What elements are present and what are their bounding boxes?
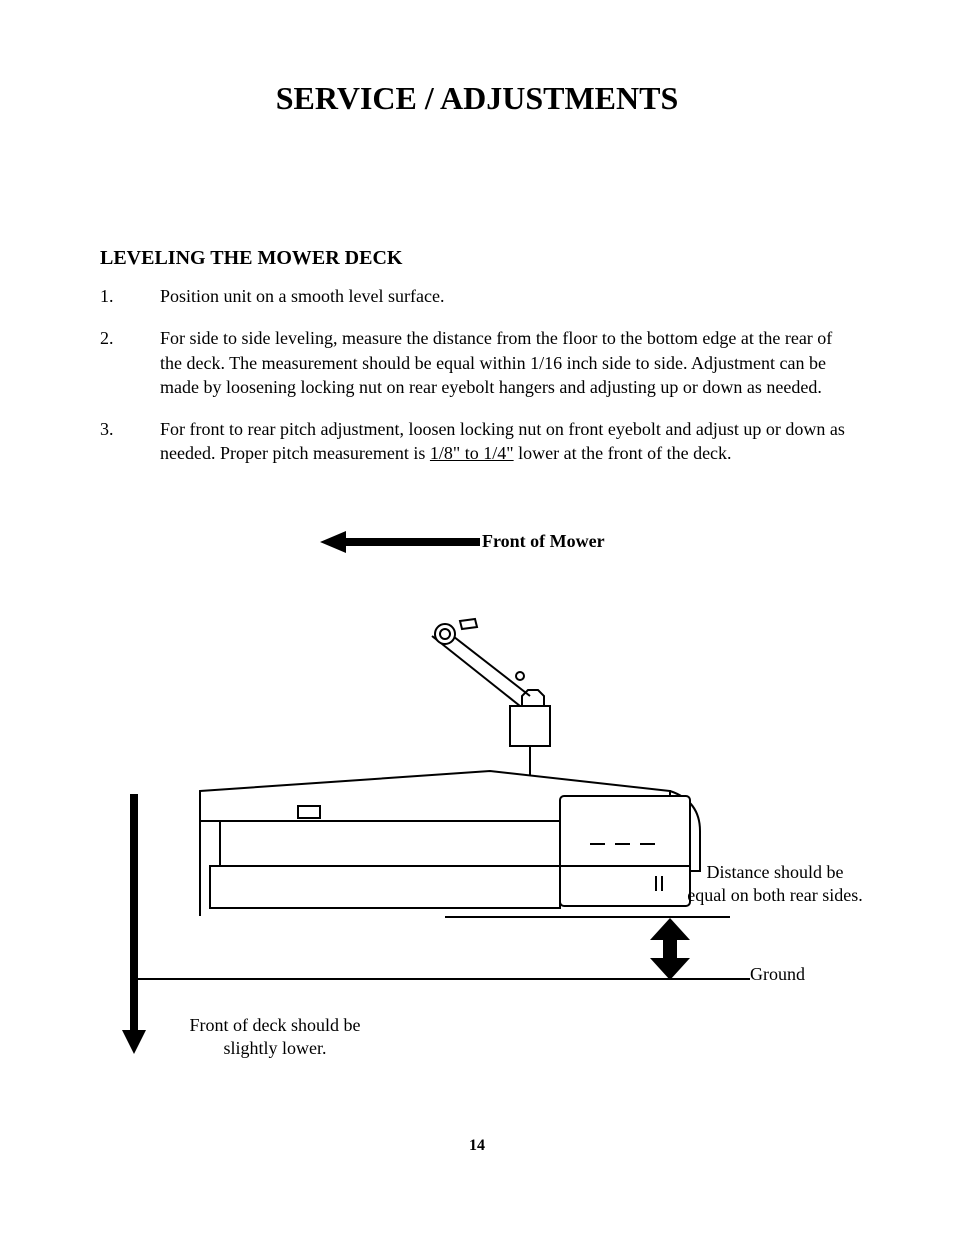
front-arrow-label: Front of Mower	[482, 531, 605, 552]
label-text: Front of deck should be	[190, 1015, 361, 1035]
document-page: SERVICE / ADJUSTMENTS LEVELING THE MOWER…	[0, 0, 954, 1235]
section-heading: LEVELING THE MOWER DECK	[100, 247, 854, 270]
label-text: Distance should be	[707, 862, 844, 882]
front-of-mower-arrow: Front of Mower	[320, 531, 605, 553]
step-item: For front to rear pitch adjustment, loos…	[100, 417, 854, 466]
figure-area: Front of Mower	[100, 506, 854, 1126]
front-lower-label: Front of deck should be slightly lower.	[170, 1014, 380, 1061]
double-arrow-vertical-icon	[645, 918, 695, 980]
step-item: For side to side leveling, measure the d…	[100, 326, 854, 399]
label-text: slightly lower.	[224, 1038, 327, 1058]
label-text: equal on both rear sides.	[687, 885, 862, 905]
ground-label: Ground	[750, 964, 805, 985]
step-text-tail: lower at the front of the deck.	[514, 443, 732, 463]
arrow-down-icon	[122, 794, 146, 1054]
page-number: 14	[0, 1137, 954, 1155]
step-item: Position unit on a smooth level surface.	[100, 284, 854, 308]
mower-deck-diagram	[160, 616, 720, 926]
underlined-measurement: 1/8" to 1/4"	[430, 443, 514, 463]
distance-equal-label: Distance should be equal on both rear si…	[670, 861, 880, 908]
page-title: SERVICE / ADJUSTMENTS	[100, 80, 854, 117]
ground-line	[130, 978, 750, 980]
arrow-left-icon	[320, 531, 480, 553]
steps-list: Position unit on a smooth level surface.…	[100, 284, 854, 466]
